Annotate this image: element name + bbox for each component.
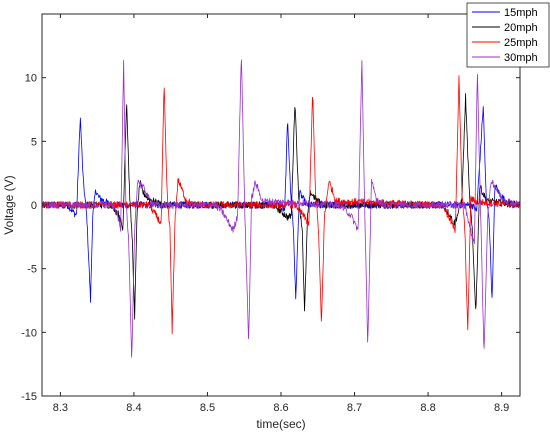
y-tick-label: 5 bbox=[31, 136, 37, 148]
x-tick-label: 8.7 bbox=[347, 402, 362, 414]
x-tick-label: 8.8 bbox=[420, 402, 435, 414]
legend-label-15mph: 15mph bbox=[504, 7, 538, 19]
y-tick-label: -15 bbox=[21, 391, 37, 403]
legend-label-20mph: 20mph bbox=[504, 22, 538, 34]
legend-box bbox=[466, 2, 550, 68]
legend: 15mph 20mph 25mph 30mph bbox=[466, 2, 550, 68]
x-axis-ticks: 8.3 8.4 8.5 8.6 8.7 8.8 8.9 bbox=[53, 14, 509, 414]
x-tick-label: 8.4 bbox=[126, 402, 141, 414]
y-tick-label: -5 bbox=[27, 264, 37, 276]
x-tick-label: 8.5 bbox=[200, 402, 215, 414]
y-tick-label: 0 bbox=[31, 200, 37, 212]
y-axis-label: Voltage (V) bbox=[2, 175, 16, 234]
y-tick-label: -10 bbox=[21, 327, 37, 339]
x-axis-label: time(sec) bbox=[256, 417, 305, 431]
legend-label-30mph: 30mph bbox=[504, 52, 538, 64]
x-tick-label: 8.6 bbox=[273, 402, 288, 414]
y-axis-ticks: -15 -10 -5 0 5 10 bbox=[21, 73, 520, 403]
x-tick-label: 8.3 bbox=[53, 402, 68, 414]
series-layer bbox=[41, 59, 521, 358]
y-tick-label: 10 bbox=[25, 73, 37, 85]
series-line-30mph bbox=[41, 59, 521, 358]
legend-label-25mph: 25mph bbox=[504, 37, 538, 49]
x-tick-label: 8.9 bbox=[494, 402, 509, 414]
